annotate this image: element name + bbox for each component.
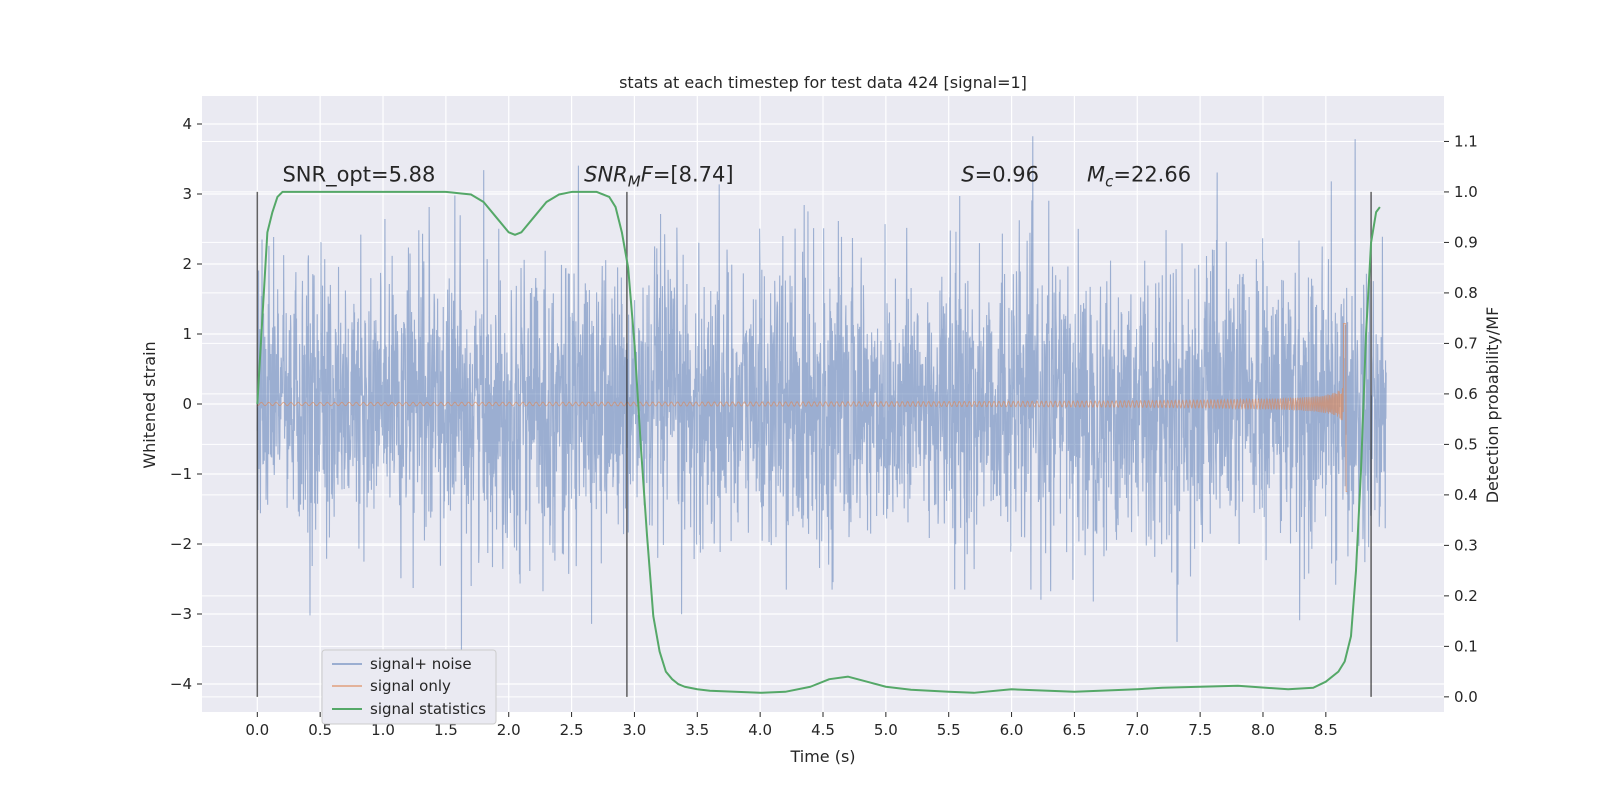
y-tick-label: −2 [170,535,192,553]
signal-plus-noise-line [256,136,1387,661]
x-tick-label: 3.5 [685,721,709,739]
ticks: 0.0 0.5 1.0 1.5 2.0 2.5 3.0 3.5 4.0 4.5 5.0 5.5 6.0 6… [170,115,1478,739]
series-signal-statistics [256,190,1381,694]
annotation-text: S=0.96 [961,162,1039,186]
x-tick-label: 7.0 [1125,721,1149,739]
y2-tick-label: 0.6 [1454,385,1478,403]
series-signal-plus-noise [256,136,1387,661]
legend-box [321,649,497,725]
legend-label-signal-only: signal only [370,677,451,695]
y2-tick-label: 1.1 [1454,132,1478,150]
x-tick-label: 8.5 [1314,721,1338,739]
y2-tick-label: 0.9 [1454,233,1478,251]
annotation-text: SNR_opt=5.88 [282,162,435,187]
series-signal-only [257,323,1348,492]
y-axis-label: Whitened strain [140,341,159,468]
y2-tick-label: 1.0 [1454,183,1478,201]
x-tick-label: 4.0 [748,721,772,739]
signal-statistics-line [256,190,1381,694]
y-tick-label: 1 [182,325,192,343]
x-tick-label: 1.5 [434,721,458,739]
y2-tick-label: 0.8 [1454,284,1478,302]
y-tick-label: 4 [182,115,192,133]
x-tick-label: 1.0 [371,721,395,739]
y2-tick-label: 0.0 [1454,688,1478,706]
y-tick-label: −1 [170,465,192,483]
x-tick-label: 0.5 [308,721,332,739]
x-tick-label: 2.0 [497,721,521,739]
x-tick-label: 8.0 [1251,721,1275,739]
y2-tick-label: 0.4 [1454,486,1478,504]
x-tick-label: 6.0 [1000,721,1024,739]
y2-axis-label: Detection probability/MF [1483,307,1502,504]
chart-title: stats at each timestep for test data 424… [619,73,1027,92]
x-tick-label: 6.5 [1062,721,1086,739]
y2-tick-label: 0.7 [1454,334,1478,352]
vertical-markers [256,191,1372,697]
x-tick-label: 3.0 [623,721,647,739]
y-tick-label: −3 [170,605,192,623]
legend-label-signal-plus-noise: signal+ noise [370,655,472,673]
annotation-text: Mc=22.66 [1087,162,1191,190]
annotation-text: SNRMF=[8.74] [584,162,733,190]
annotations: SNR_opt=5.88 SNRMF=[8.74] S=0.96 Mc=22.66 [282,162,1191,190]
x-axis-label: Time (s) [789,747,855,766]
x-tick-label: 5.0 [874,721,898,739]
y-tick-label: 3 [182,185,192,203]
signal-only-line [257,323,1348,492]
y-tick-label: 2 [182,255,192,273]
y-tick-label: −4 [170,675,192,693]
x-tick-label: 2.5 [560,721,584,739]
y2-tick-label: 0.3 [1454,536,1478,554]
y2-tick-label: 0.5 [1454,435,1478,453]
legend: signal+ noise signal only signal statist… [321,649,497,725]
x-tick-label: 7.5 [1188,721,1212,739]
y2-tick-label: 0.2 [1454,587,1478,605]
x-tick-label: 4.5 [811,721,835,739]
x-tick-label: 5.5 [937,721,961,739]
y-tick-label: 0 [182,395,192,413]
x-tick-label: 0.0 [245,721,269,739]
legend-label-signal-statistics: signal statistics [370,700,486,718]
y2-tick-label: 0.1 [1454,637,1478,655]
